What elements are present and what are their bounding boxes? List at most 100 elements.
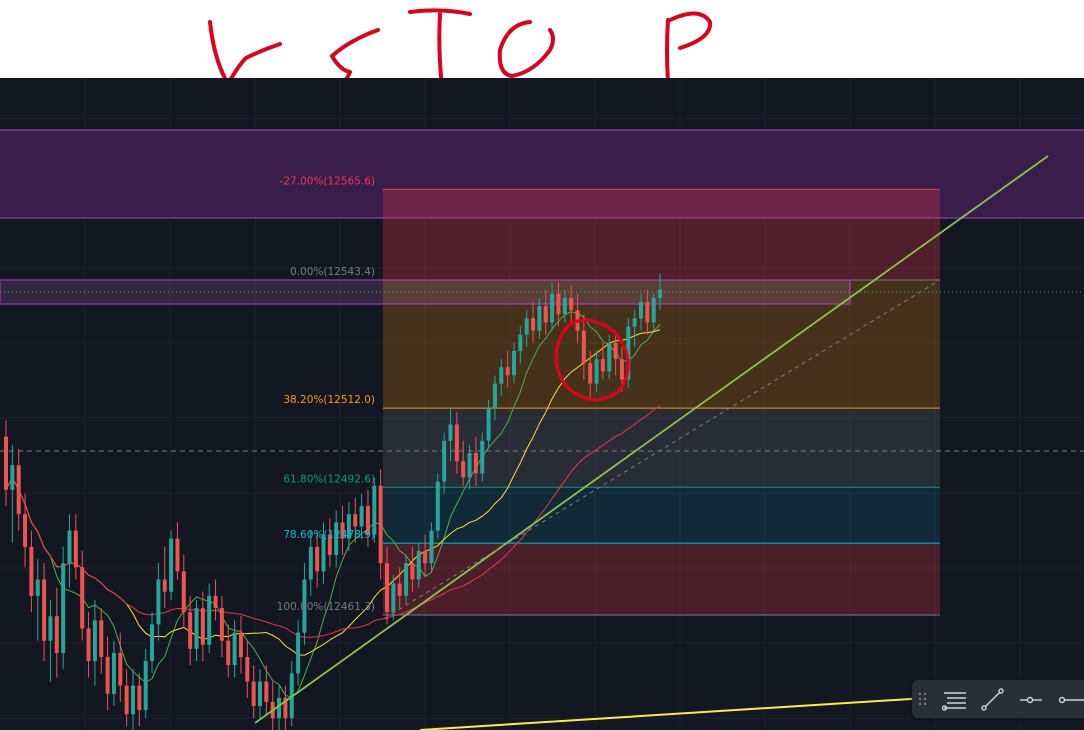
circle-annotation: [554, 318, 630, 402]
candle-body: [105, 657, 110, 694]
candle-body: [29, 546, 34, 596]
moving-average-fast: [5, 311, 661, 698]
handwriting-letter-t: [408, 8, 472, 80]
candle-body: [607, 342, 612, 372]
candle-body: [315, 546, 320, 572]
candle-body: [632, 318, 637, 327]
candle-body: [67, 530, 72, 564]
fib-level-label: 78.60%(12478.9): [283, 529, 375, 541]
candle-body: [391, 583, 396, 613]
fib-level-label: 100.00%(12461.3): [277, 601, 375, 613]
candle-body: [556, 293, 561, 315]
candle-body: [416, 550, 421, 580]
candle-body: [302, 579, 307, 633]
handwriting-letter-p: [665, 11, 713, 80]
candle-body: [308, 546, 313, 580]
candle-body: [334, 522, 339, 556]
candle-body: [429, 530, 434, 564]
candle-body: [258, 681, 262, 706]
candle-body: [359, 506, 364, 527]
candle-body: [531, 318, 536, 331]
candle-body: [92, 620, 97, 662]
candle-body: [473, 453, 478, 474]
candle-body: [651, 297, 656, 323]
candle-body: [346, 514, 351, 539]
dashed-median-line: [384, 282, 936, 619]
supply-zone-band: [0, 130, 1084, 218]
red-ink-circle: [554, 318, 630, 402]
candle-body: [169, 538, 174, 592]
candle-body: [213, 595, 218, 609]
candle-body: [156, 579, 161, 625]
supply-zone: [0, 129, 1084, 219]
candle-body: [80, 567, 85, 629]
candle-body: [442, 440, 447, 482]
candle-body: [238, 632, 243, 658]
ray-line-icon[interactable]: [1014, 684, 1046, 714]
candle-body: [423, 550, 428, 564]
candle-body: [111, 652, 116, 694]
candle-body: [543, 306, 548, 323]
handwriting-letter-u: [208, 20, 282, 80]
candle-body: [48, 616, 53, 641]
candle-body: [378, 485, 383, 564]
candle-body: [404, 563, 409, 596]
candle-body: [562, 297, 567, 315]
candle-body: [226, 640, 231, 666]
candle-body: [581, 330, 586, 364]
candle-body: [131, 685, 135, 715]
fib-zone: [383, 189, 940, 280]
handwritten-annotation: [208, 8, 713, 80]
candle-body: [99, 620, 104, 658]
fibonacci-retracement[interactable]: [0, 188, 1084, 616]
candle-body: [435, 481, 440, 531]
candle-body: [73, 530, 78, 568]
candle-body: [42, 579, 47, 641]
candle-body: [467, 453, 472, 478]
candle-body: [454, 424, 459, 462]
candle-body: [162, 579, 167, 592]
candle-body: [518, 334, 523, 351]
candle-body: [340, 522, 345, 539]
candle-body: [365, 506, 370, 535]
candle-body: [492, 383, 497, 409]
trend-line-icon[interactable]: [976, 684, 1008, 714]
handwriting-letter-s: [330, 28, 380, 80]
fib-level-label: 0.00%(12543.4): [290, 266, 375, 278]
candle-body: [569, 297, 574, 311]
drawing-toolbar[interactable]: [912, 680, 1084, 718]
horizontal-lines-icon[interactable]: [938, 684, 970, 714]
drag-handle-icon[interactable]: [918, 691, 928, 707]
candle-body: [264, 681, 269, 702]
candle-body: [200, 608, 205, 645]
candle-body: [194, 608, 199, 649]
candle-body: [137, 685, 142, 711]
candle-body: [505, 367, 510, 376]
candle-body: [461, 461, 466, 478]
extended-line-icon[interactable]: [1052, 684, 1084, 714]
candle-body: [296, 632, 301, 674]
candle-body: [372, 485, 377, 535]
fib-level-label: 61.80%(12492.6): [283, 473, 375, 485]
candle-body: [588, 363, 593, 384]
candle-body: [181, 571, 186, 613]
candle-body: [397, 583, 402, 596]
candle-body: [143, 661, 148, 711]
candle-body: [550, 293, 555, 323]
candle-body: [658, 289, 663, 298]
candle-body: [327, 534, 332, 556]
candle-body: [35, 579, 40, 596]
candle-body: [207, 595, 212, 645]
candle-body: [448, 424, 453, 441]
ascending-trendline: [254, 155, 1049, 724]
candle-body: [385, 563, 389, 613]
candle-body: [118, 652, 123, 686]
price-chart[interactable]: -27.00%(12565.6) 0.00%(12543.4) 38.20%(125…: [0, 78, 1084, 730]
candle-body: [600, 359, 605, 372]
candle-body: [61, 563, 66, 653]
fibonacci-level-labels: -27.00%(12565.6) 0.00%(12543.4) 38.20%(125…: [277, 175, 375, 613]
fib-zone: [383, 408, 940, 488]
candle-body: [54, 616, 59, 653]
candle-body: [410, 563, 415, 580]
candle-body: [245, 657, 250, 682]
